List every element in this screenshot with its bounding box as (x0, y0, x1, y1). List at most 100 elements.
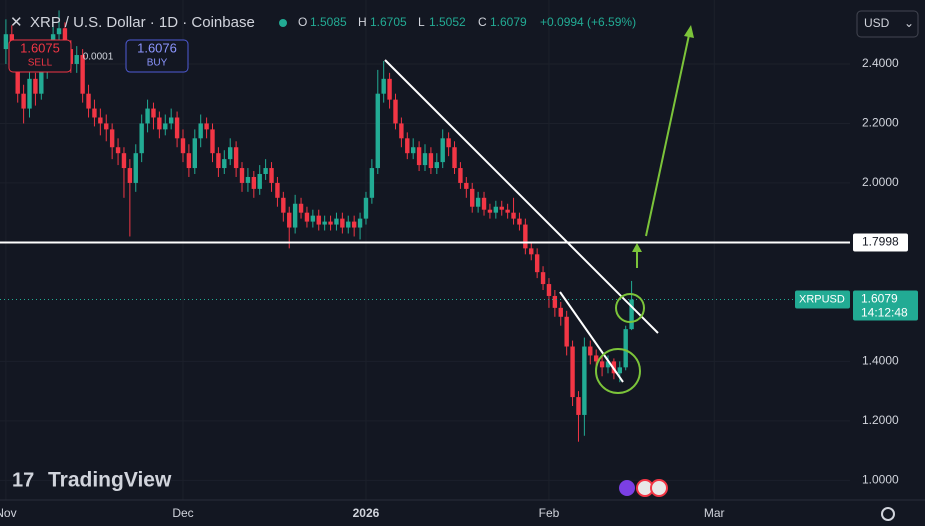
x-tick-label: Nov (0, 506, 17, 520)
candle-body (416, 147, 422, 166)
candle-body (369, 168, 375, 198)
trend-line (559, 291, 624, 383)
candle-body (458, 168, 463, 183)
y-tick-label: 1.0000 (862, 473, 899, 487)
status-dot (279, 19, 287, 27)
y-tick-label: 1.4000 (862, 354, 899, 368)
l-label: L (418, 15, 425, 29)
candle-body (163, 123, 168, 130)
candle-body (263, 168, 268, 175)
axes: 1.0000 1.2000 1.4000 2.0000 2.2000 2.4000 Nov D… (0, 56, 918, 520)
candle-body (104, 123, 109, 130)
candle-body (310, 215, 316, 222)
candle-body (464, 182, 469, 189)
x-tick-label: Feb (539, 506, 560, 520)
highlight-circle (595, 348, 641, 394)
candle-body (405, 138, 410, 154)
candle-body (334, 218, 339, 225)
candle-body (328, 221, 333, 225)
candle-body (239, 168, 245, 183)
event-icon[interactable] (619, 480, 635, 496)
x-tick-label: 2026 (353, 506, 380, 520)
symbol-title: XRP / U.S. Dollar · 1D · Coinbase (30, 14, 255, 31)
symbol-tag-bg (795, 290, 850, 309)
candle-body (593, 355, 599, 362)
candle-body (375, 93, 380, 169)
candle-body (27, 78, 32, 109)
highlight-circle (615, 293, 645, 323)
candle-body (546, 284, 552, 296)
candle-body (599, 361, 605, 368)
candle-body (174, 117, 180, 139)
candle-body (216, 153, 221, 169)
candle-body (629, 299, 634, 330)
currency-select[interactable] (856, 10, 919, 38)
candle-body (127, 168, 133, 183)
candle-body (470, 188, 475, 207)
candle-body (523, 224, 528, 249)
change: +0.0994 (+6.59%) (540, 15, 636, 29)
candle-body (304, 212, 310, 222)
candle-body (499, 206, 504, 210)
candle-body (517, 218, 522, 225)
candle-body (410, 147, 416, 154)
candle-body (434, 162, 440, 169)
c-label: C (478, 15, 487, 29)
candle-body (493, 206, 499, 213)
candle-body (115, 147, 121, 154)
candle-body (617, 367, 622, 374)
sell-button[interactable] (8, 39, 72, 73)
level-label-bg (853, 233, 908, 252)
high-value: 1.6705 (370, 15, 407, 29)
logo: TradingView (48, 469, 172, 492)
candle-body (257, 174, 262, 189)
spread: 0.0001 (83, 52, 114, 63)
close-value: 1.6079 (490, 15, 527, 29)
candle-body (534, 254, 540, 273)
o-label: O (298, 15, 307, 29)
candle-body (393, 99, 398, 124)
candle-body (340, 218, 345, 228)
candle-body (363, 197, 369, 219)
settings-icon[interactable] (881, 507, 895, 521)
sell-label: SELL (28, 58, 53, 69)
candle-body (281, 197, 286, 213)
candle-body (192, 138, 197, 169)
h-label: H (358, 15, 367, 29)
sell-price: 1.6075 (20, 40, 60, 55)
buy-label: BUY (147, 58, 168, 69)
candle-body (351, 221, 357, 228)
symbol-tag: XRPUSD (799, 293, 845, 305)
candle-body (505, 209, 510, 213)
candle-body (245, 176, 251, 183)
candle-body (21, 93, 26, 109)
candle-body (133, 153, 138, 183)
candle-body (168, 117, 174, 124)
candle-body (582, 346, 587, 415)
candle-body (121, 153, 127, 169)
candle-body (56, 28, 62, 35)
candle-body (80, 55, 85, 94)
candle-body (180, 138, 186, 154)
candle-body (428, 153, 434, 169)
candle-body (233, 147, 239, 169)
candle-body (292, 203, 298, 228)
candle-body (92, 108, 97, 118)
arrow-head (632, 243, 642, 252)
y-tick-label: 2.2000 (862, 116, 899, 130)
arrow (645, 34, 690, 237)
event-icon[interactable] (650, 479, 668, 497)
candle-body (98, 117, 103, 124)
last-price-bg (853, 290, 918, 321)
candle-body (346, 221, 351, 228)
x-tick-label: Dec (172, 506, 193, 520)
candle-body (487, 209, 493, 213)
candle-body (186, 153, 192, 169)
low-value: 1.5052 (429, 15, 466, 29)
buy-button[interactable] (125, 39, 189, 73)
candle-body (475, 197, 481, 207)
buy-price: 1.6076 (137, 40, 177, 55)
candle-body (558, 307, 563, 317)
close-icon[interactable]: ✕ (10, 14, 23, 31)
candle-body (33, 78, 38, 94)
